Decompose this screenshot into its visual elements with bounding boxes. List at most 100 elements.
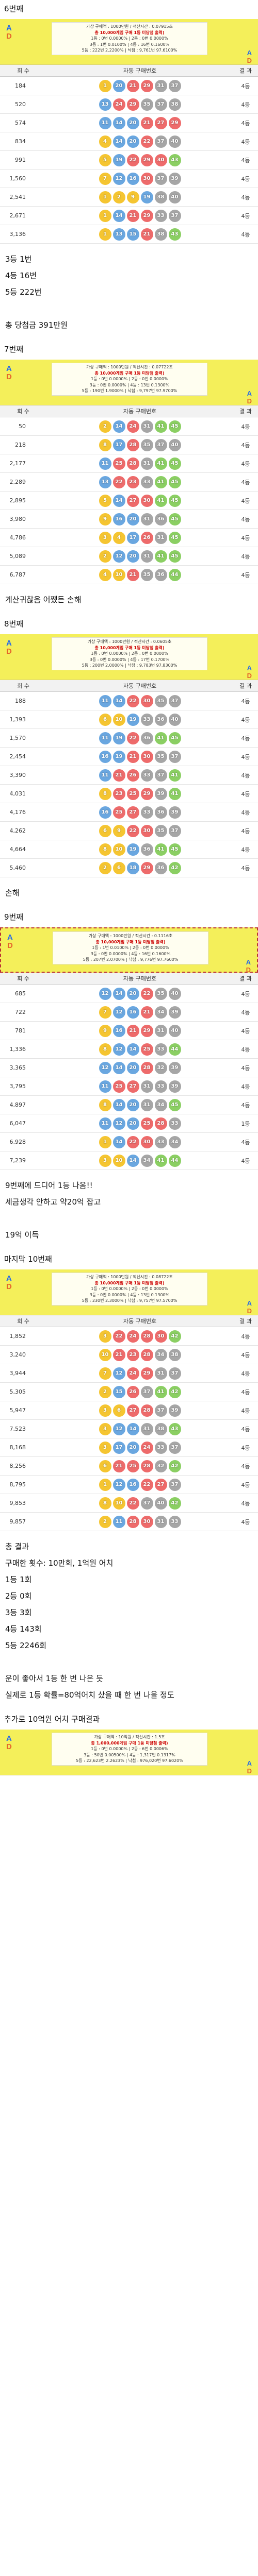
- lotto-ball: 18: [126, 861, 139, 874]
- result-rank: 4등: [233, 1364, 258, 1383]
- lotto-ball: 26: [140, 531, 153, 544]
- draw-number: 6,047: [0, 1114, 46, 1133]
- section-title: 추가로 10억원 어치 구매결과: [4, 1715, 100, 1724]
- table-row: 9,857 2 11 28 30 31 33 4등: [0, 1512, 258, 1531]
- result-rank: 4등: [233, 858, 258, 877]
- summary-line: 3등 : 0번 0.0000% | 4등 : 17번 0.1700%: [89, 657, 170, 662]
- lotto-ball: 31: [140, 1422, 153, 1435]
- lotto-ball: 11: [99, 1117, 111, 1130]
- section-title: 마지막 10번째: [4, 1255, 52, 1264]
- lotto-ball: 12: [99, 987, 111, 1000]
- ball-group: 16 19 21 30 35 37: [47, 750, 233, 763]
- lotto-ball: 40: [168, 1024, 181, 1037]
- lotto-ball: 34: [154, 1348, 167, 1361]
- ball-group: 6 10 19 33 36 40: [47, 713, 233, 726]
- summary-line: 1등 : 1번 0.0100% | 2등 : 0번 0.0000%: [92, 945, 169, 950]
- table-row: 50 2 14 24 31 41 45 4등: [0, 417, 258, 436]
- number-cell: 1 13 15 21 38 43: [46, 225, 233, 244]
- lotto-ball: 45: [168, 1098, 181, 1111]
- number-cell: 4 14 20 22 37 40: [46, 132, 233, 151]
- header-numbers: 자동 구매번호: [46, 680, 233, 692]
- lotto-ball: 22: [126, 732, 139, 744]
- lotto-ball: 28: [140, 1330, 153, 1343]
- comment-text: 1등 1회: [5, 1575, 32, 1584]
- lotto-ball: 40: [168, 438, 181, 451]
- ball-group: 1 12 16 22 27 37: [47, 1478, 233, 1491]
- draw-number: 1,393: [0, 710, 46, 729]
- result-rank: 4등: [233, 1058, 258, 1077]
- ball-group: 8 23 25 29 39 41: [47, 787, 233, 800]
- summary-line: 1등 : 0번 0.0000% | 2등 : 0번 0.0000%: [91, 1286, 168, 1291]
- lotto-ball: 20: [126, 987, 139, 1000]
- lotto-ball: 30: [140, 824, 153, 837]
- table-row: 1,336 8 12 14 25 33 44 4등: [0, 1040, 258, 1059]
- table-row: 685 12 14 20 22 35 40 4등: [0, 984, 258, 1003]
- ball-group: 16 25 27 33 36 39: [47, 806, 233, 819]
- summary-line: 3등 : 0번 0.0000% | 4등 : 13번 0.1300%: [89, 1292, 170, 1297]
- number-cell: 11 21 26 33 37 41: [46, 766, 233, 785]
- ball-group: 2 12 20 31 41 45: [47, 550, 233, 563]
- lotto-ball: 10: [112, 1497, 125, 1510]
- lotto-ball: 28: [140, 1460, 153, 1472]
- draw-number: 1,560: [0, 169, 46, 188]
- result-screenshot: A D A D 가상 구매액 : 1000만원 / 적산시간 : 0.07915초 총 1…: [0, 19, 258, 244]
- lotto-ball: 7: [99, 1006, 111, 1019]
- ball-group: 2 14 24 31 41 45: [47, 420, 233, 433]
- draw-number: 685: [0, 984, 46, 1003]
- lotto-ball: 22: [126, 1497, 139, 1510]
- number-cell: 12 14 20 28 32 39: [46, 1058, 233, 1077]
- ball-group: 11 25 27 31 33 39: [47, 1080, 233, 1093]
- lotto-ball: 28: [140, 1061, 153, 1074]
- table-row: 2,289 13 22 23 33 41 45 4등: [0, 472, 258, 492]
- lotto-ball: 24: [112, 98, 125, 111]
- draw-number: 3,980: [0, 510, 46, 529]
- number-cell: 3 17 20 24 33 37: [46, 1438, 233, 1457]
- number-cell: 1 12 16 22 27 37: [46, 1475, 233, 1494]
- page: 6번째 A D A D 가상 구매액 : 1000만원 / 적산시간 : 0.07915초…: [0, 4, 258, 1775]
- result-rank: 4등: [233, 1475, 258, 1494]
- ball-group: 8 10 19 36 41 45: [47, 843, 233, 856]
- lotto-ball: 29: [140, 1024, 153, 1037]
- ball-group: 10 21 23 28 34 38: [47, 1348, 233, 1361]
- ad-banner: A D A D 가상 구매액 : 1000만원 / 적산시간 : 0.07722초 총 1…: [0, 360, 258, 405]
- number-cell: 11 14 22 30 35 37: [46, 691, 233, 710]
- draw-number: 2,895: [0, 491, 46, 510]
- ball-group: 8 14 20 31 34 45: [47, 1098, 233, 1111]
- number-cell: 6 21 25 28 32 42: [46, 1456, 233, 1476]
- result-rank: 4등: [233, 528, 258, 547]
- table-header-row: 회 수 자동 구매번호 결 과: [0, 1315, 258, 1327]
- lotto-ball: 42: [168, 1460, 181, 1472]
- ball-group: 4 10 21 35 36 44: [47, 568, 233, 581]
- lotto-ball: 36: [140, 732, 153, 744]
- draw-number: 8,256: [0, 1456, 46, 1476]
- lotto-ball: 33: [168, 1117, 181, 1130]
- result-rank: 4등: [233, 1132, 258, 1151]
- results-table: 회 수 자동 구매번호 결 과 1,852 3 22 24 28 30 42 4등 3,240 10 21…: [0, 1315, 258, 1531]
- result-summary-box: 가상 구매액 : 10억원 / 적산시간 : 1.5초 총 1,000,000게임…: [52, 1733, 207, 1766]
- result-rank: 4등: [233, 565, 258, 584]
- lotto-ball: 25: [140, 1117, 153, 1130]
- lotto-ball: 25: [126, 1460, 139, 1472]
- lotto-ball: 10: [112, 713, 125, 726]
- lotto-ball: 22: [140, 987, 153, 1000]
- table-row: 5,089 2 12 20 31 41 45 4등: [0, 547, 258, 566]
- result-rank: 4등: [233, 417, 258, 436]
- lotto-ball: 1: [99, 209, 111, 222]
- number-cell: 7 12 16 21 34 39: [46, 1003, 233, 1022]
- result-rank: 4등: [233, 206, 258, 225]
- lotto-ball: 22: [140, 1478, 153, 1491]
- lotto-ball: 39: [168, 806, 181, 819]
- draw-number: 5,305: [0, 1382, 46, 1401]
- draw-number: 991: [0, 150, 46, 170]
- result-summary-box: 가상 구매액 : 1000만원 / 적산시간 : 0.07722초 총 10,00…: [52, 363, 207, 396]
- number-cell: 11 25 27 31 33 39: [46, 1077, 233, 1096]
- draw-number: 218: [0, 435, 46, 454]
- number-cell: 16 25 27 33 36 39: [46, 803, 233, 822]
- lotto-ball: 17: [112, 1441, 125, 1454]
- draw-number: 4,262: [0, 821, 46, 840]
- table-row: 8,256 6 21 25 28 32 42 4등: [0, 1456, 258, 1476]
- lotto-ball: 24: [126, 1330, 139, 1343]
